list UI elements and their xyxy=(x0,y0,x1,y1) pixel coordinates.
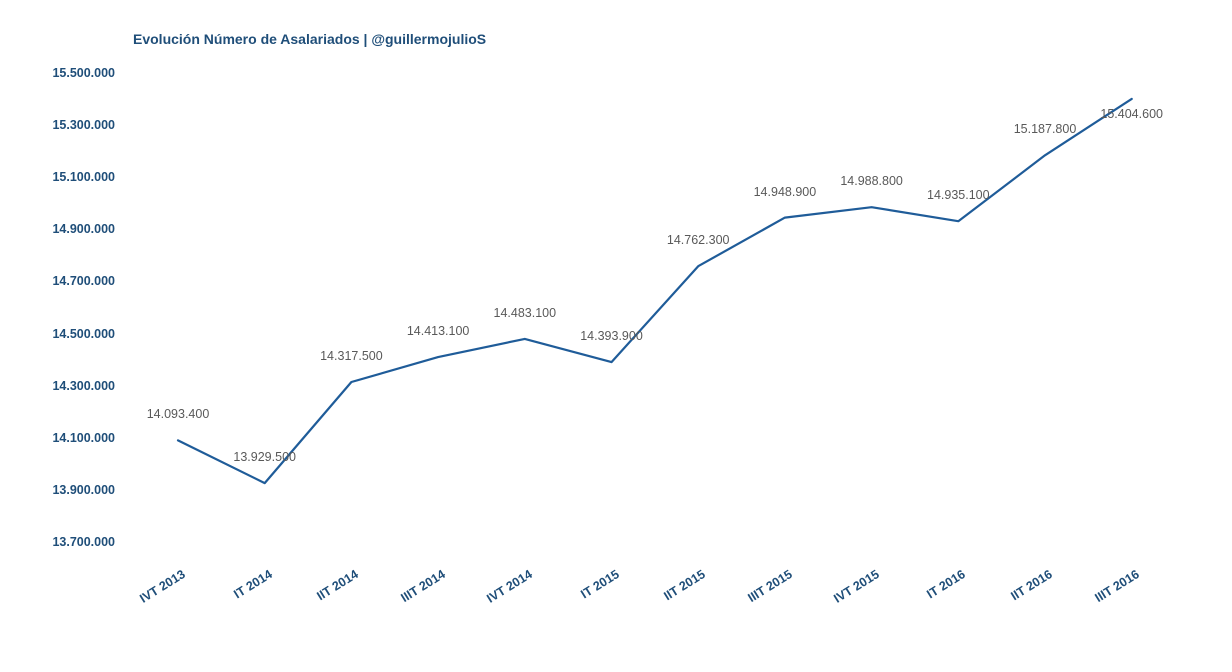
data-point-label: 14.093.400 xyxy=(146,407,210,422)
data-point-label: 15.404.600 xyxy=(1100,106,1163,121)
y-tick-label: 15.500.000 xyxy=(52,66,115,80)
y-tick-label: 14.500.000 xyxy=(52,326,115,341)
y-tick-label: 14.300.000 xyxy=(52,378,115,393)
data-point-label: 14.393.900 xyxy=(580,329,643,344)
data-point-label: 14.948.900 xyxy=(753,184,817,199)
data-point-label: 14.317.500 xyxy=(320,349,383,364)
y-tick-label: 13.700.000 xyxy=(52,534,115,549)
y-tick-label: 15.100.000 xyxy=(52,170,115,185)
y-tick-label: 14.900.000 xyxy=(52,222,115,237)
y-tick-label: 14.100.000 xyxy=(52,430,115,445)
data-point-label: 14.988.800 xyxy=(840,174,903,189)
series-line xyxy=(176,97,1133,485)
data-point-label: 13.929.500 xyxy=(233,450,296,465)
chart-title: Evolución Número de Asalariados | @guill… xyxy=(133,31,487,47)
y-tick-label: 14.700.000 xyxy=(52,274,115,289)
y-tick-label: 13.900.000 xyxy=(52,482,115,497)
y-tick-label: 15.300.000 xyxy=(52,118,115,133)
data-point-label: 14.413.100 xyxy=(406,324,470,339)
data-point-label: 14.762.300 xyxy=(666,233,730,248)
data-point-label: 15.187.800 xyxy=(1013,122,1077,137)
data-point-label: 14.935.100 xyxy=(927,188,990,203)
data-point-label: 14.483.100 xyxy=(493,305,557,320)
